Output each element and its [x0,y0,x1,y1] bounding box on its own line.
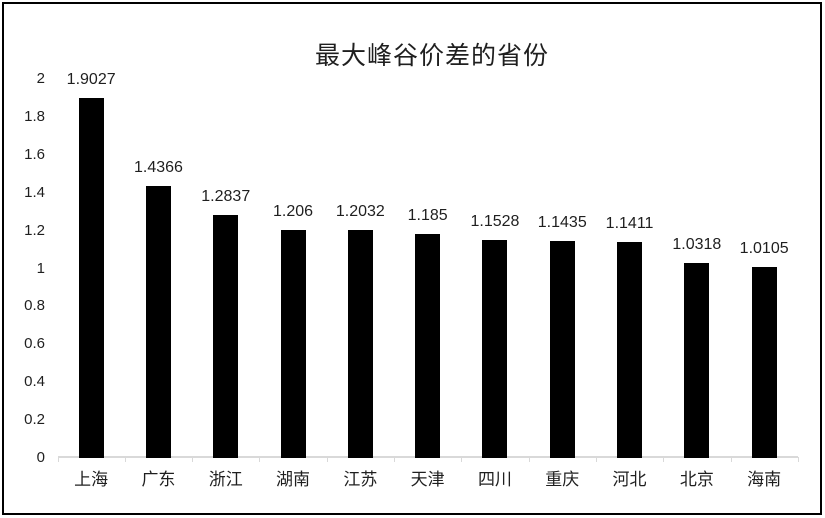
y-axis-tick-label: 0.2 [24,411,45,429]
x-axis-category-label: 海南 [747,470,782,489]
y-axis-tick-label: 0.6 [24,335,45,353]
x-axis-category-label: 广东 [141,470,176,489]
bar [617,241,643,458]
x-axis-category-label: 四川 [477,470,512,489]
bar-chart: 最大峰谷价差的省份 2 1.8 1.6 1.4 1.2 1 0.8 0.6 0.4 0.2 0 1.9… [4,4,820,513]
x-axis-tick-mark [663,457,665,462]
x-axis-tick-mark [326,457,328,462]
bar [751,266,777,458]
x-axis-category-label: 上海 [74,470,109,489]
bar-value-label: 1.1411 [605,214,654,232]
x-axis-tick-mark [730,457,732,462]
x-axis-tick-mark [124,457,126,462]
x-axis-tick-mark [528,457,530,462]
bar-value-label: 1.185 [407,206,448,224]
bar-value-label: 1.1435 [537,214,587,232]
x-axis-tick-mark [259,457,261,462]
x-axis-category-label: 河北 [612,470,647,489]
x-axis-tick-mark [797,457,799,462]
x-axis-tick-mark [461,457,463,462]
y-axis-tick-label: 1 [36,259,45,277]
x-axis-tick-mark [192,457,194,462]
bar-value-label: 1.9027 [66,70,116,88]
bar-value-label: 1.2032 [335,203,385,221]
bar [347,230,373,458]
x-axis-category-label: 浙江 [208,470,243,489]
bar [145,185,171,458]
y-axis-tick-label: 1.6 [24,145,45,163]
bar-value-label: 1.4366 [133,158,183,176]
y-axis-tick-label: 1.4 [24,183,45,201]
bar-value-label: 1.2837 [201,187,251,205]
chart-title: 最大峰谷价差的省份 [314,42,549,70]
y-axis-tick-label: 1.2 [24,221,45,239]
bar-value-label: 1.1528 [470,212,520,230]
bar [482,239,508,458]
x-axis-category-label: 湖南 [276,470,311,489]
x-axis-tick-mark [595,457,597,462]
x-axis-category-label: 江苏 [343,470,378,489]
bar [684,262,710,458]
bar [78,97,104,458]
y-axis-tick-label: 0.4 [24,373,45,391]
x-axis-tick-mark [57,457,59,462]
y-axis-tick-label: 0 [36,449,45,466]
x-axis-category-label: 天津 [410,470,445,489]
y-axis-tick-label: 2 [36,70,45,88]
bar-value-label: 1.206 [273,202,314,220]
y-axis-tick-label: 0.8 [24,297,45,315]
x-axis-category-label: 北京 [679,470,714,489]
bar-value-label: 1.0318 [672,235,722,253]
y-axis-tick-label: 1.8 [24,108,45,126]
bar-value-label: 1.0105 [739,239,789,257]
bar [213,214,239,458]
bar [549,241,575,458]
bar [280,229,306,458]
x-axis-category-label: 重庆 [545,470,580,489]
x-axis-tick-mark [394,457,395,462]
bar [415,233,441,458]
